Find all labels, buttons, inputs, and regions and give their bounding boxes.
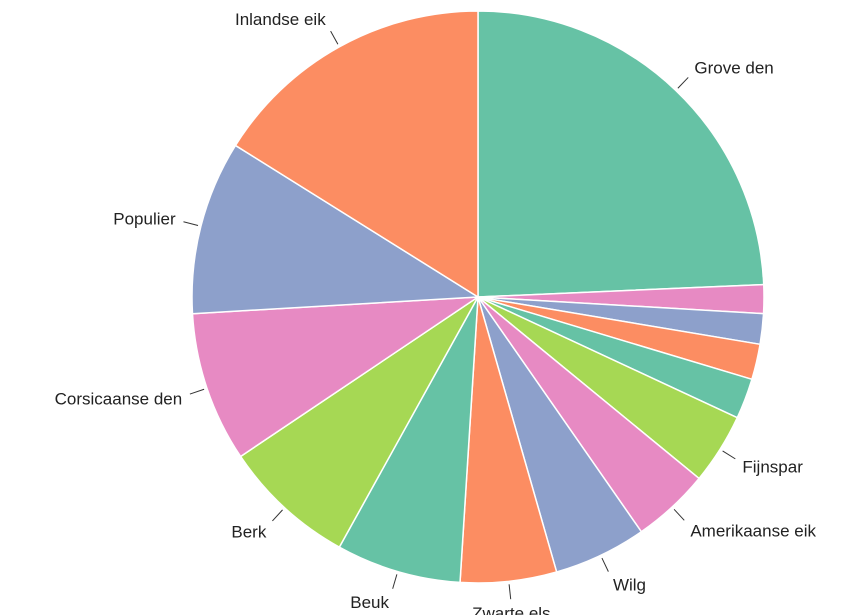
slice-label-grove-den: Grove den (694, 58, 773, 77)
pie-slice-beuk (338, 296, 479, 584)
pie-slices (191, 10, 765, 584)
leader-line-amerikaanse-eik (673, 508, 685, 521)
leader-line-zwarte-els (508, 584, 512, 600)
slice-label-corsicaanse-den: Corsicaanse den (55, 390, 183, 409)
leader-line-wilg (601, 557, 609, 572)
label-leaders (183, 30, 736, 600)
slice-label-populier: Populier (113, 209, 176, 228)
slice-label-inlandse-eik: Inlandse eik (235, 10, 326, 29)
slice-labels: Grove den Fijnspar Amerikaanse eik Wilg Zwar… (55, 10, 817, 615)
leader-line-populier (183, 221, 199, 226)
leader-line-beuk (392, 574, 398, 589)
leader-line-inlandse-eik (330, 30, 339, 45)
pie-slice-populier (191, 144, 479, 315)
leader-line-fijnspar (722, 450, 736, 460)
leader-line-corsicaanse-den (189, 388, 205, 395)
slice-label-beuk: Beuk (350, 593, 389, 612)
pie-slice-grove-den (477, 10, 765, 298)
pie-slice-corsicaanse-den (191, 296, 479, 458)
pie-slice-inlandse-eik (234, 10, 479, 298)
slice-label-wilg: Wilg (613, 575, 646, 594)
slice-label-berk: Berk (231, 522, 266, 541)
slice-label-amerikaanse-eik: Amerikaanse eik (690, 522, 816, 541)
leader-line-berk (272, 509, 283, 522)
slice-label-fijnspar: Fijnspar (742, 457, 803, 476)
leader-line-grove-den (677, 77, 689, 89)
slice-label-zwarte-els: Zwarte els (472, 604, 550, 615)
pie-slice-berk (239, 296, 479, 548)
